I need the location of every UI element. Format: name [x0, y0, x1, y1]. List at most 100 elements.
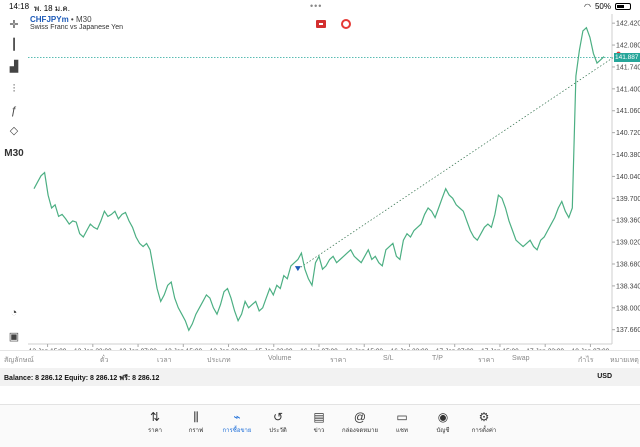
news-icon: ▤: [313, 410, 325, 424]
candles-icon[interactable]: ┃: [10, 39, 18, 51]
tab-label: แชท: [396, 428, 408, 434]
trade-trend-line: [297, 56, 615, 270]
y-tick-label: 141.740: [616, 64, 640, 71]
column-header[interactable]: Volume: [268, 355, 292, 362]
trade-icon[interactable]: ▣: [8, 331, 20, 343]
tab-label: การตั้งค่า: [471, 428, 497, 434]
japan-flag-icon: [341, 19, 351, 29]
tab-label: ประวัติ: [269, 428, 287, 434]
tab-account[interactable]: ◉ บัญชี: [421, 409, 465, 435]
column-header[interactable]: ประเภท: [207, 357, 231, 364]
chart-symbol-line: CHFJPYm • M30: [30, 15, 92, 24]
column-header[interactable]: ตั๋ว: [100, 357, 109, 364]
account-icon: ◉: [437, 410, 449, 424]
tab-mailbox[interactable]: @ กล่องจดหมาย: [338, 409, 382, 435]
account-summary: Balance: 8 286.12 Equity: 8 286.12 ฟรี: …: [4, 375, 160, 382]
positions-header: สัญลักษณ์ ตั๋ว เวลา ประเภท Volume ราคา S/L T/P ร…: [0, 350, 640, 366]
column-header[interactable]: S/L: [383, 355, 394, 362]
x-tick-label: 16 Jan 15:00: [345, 348, 383, 350]
y-tick-label: 142.420: [616, 21, 640, 28]
x-tick-label: 13 Jan 07:00: [119, 348, 157, 350]
tab-label: การซื้อขาย: [222, 428, 252, 434]
tab-label: ราคา: [148, 428, 162, 434]
x-tick-label: 12 Jan 15:00: [29, 348, 67, 350]
x-tick-label: 16 Jan 23:00: [391, 348, 429, 350]
status-bar: 14:18 พ. 18 ม.ค. ••• ◠ 50%: [0, 0, 640, 14]
tab-trade[interactable]: ⌁ การซื้อขาย: [215, 409, 259, 435]
x-tick-label: 16 Jan 07:00: [300, 348, 338, 350]
account-currency: USD: [597, 373, 612, 380]
battery-icon: [615, 3, 631, 10]
symbol-separator: •: [70, 15, 74, 24]
buy-marker-icon: [294, 266, 301, 272]
tab-settings[interactable]: ⚙ การตั้งค่า: [462, 409, 506, 435]
tab-label: ข่าว: [313, 428, 325, 434]
settings-icon: ⚙: [478, 410, 490, 424]
multitask-dots[interactable]: •••: [310, 1, 323, 11]
y-tick-label: 138.340: [616, 283, 640, 290]
timeframe-button[interactable]: M30: [4, 148, 24, 159]
column-header[interactable]: Swap: [512, 355, 530, 362]
indicators-icon[interactable]: ⫶: [12, 83, 16, 95]
y-tick-label: 140.040: [616, 174, 640, 181]
tab-chart[interactable]: ⫼ กราฟ: [174, 409, 218, 435]
x-tick-label: 18 Jan 07:00: [572, 348, 610, 350]
y-tick-label: 139.700: [616, 196, 640, 203]
status-time: 14:18: [9, 2, 30, 11]
tab-label: บัญชี: [436, 428, 450, 434]
trade-icon: ⌁: [233, 410, 241, 424]
column-header[interactable]: สัญลักษณ์: [4, 357, 34, 364]
x-tick-label: 17 Jan 07:00: [436, 348, 474, 350]
timeframe-label: M30: [75, 15, 92, 24]
status-date: พ. 18 ม.ค.: [34, 4, 70, 13]
x-tick-label: 17 Jan 15:00: [481, 348, 519, 350]
y-tick-label: 142.080: [616, 43, 640, 50]
y-tick-label: 141.400: [616, 86, 640, 93]
symbol-name[interactable]: CHFJPYm: [30, 15, 69, 24]
chart-settings-icon[interactable]: ◔: [10, 307, 18, 319]
x-tick-label: 13 Jan 23:00: [210, 348, 248, 350]
chart-toolbar: ✛ ┃ ▟ ⫶ ƒ ◇ M30 ◔ ▣: [0, 14, 28, 354]
y-tick-label: 139.360: [616, 218, 640, 225]
chart-icon: ⫼: [193, 410, 199, 424]
function-icon[interactable]: ƒ: [10, 105, 18, 117]
history-icon: ↺: [272, 410, 284, 424]
quotes-icon: ⇅: [149, 410, 161, 424]
bottom-tab-bar: ⇅ ราคา ⫼ กราฟ ⌁ การซื้อขาย ↺ ประวัติ ▤ ข่าว @ กล่อง…: [0, 404, 640, 447]
y-tick-label: 137.660: [616, 327, 640, 334]
y-tick-label: 138.680: [616, 262, 640, 269]
tab-news[interactable]: ▤ ข่าว: [297, 409, 341, 435]
column-header[interactable]: ราคา: [330, 357, 347, 364]
swiss-flag-icon: [316, 20, 326, 28]
y-tick-label: 140.380: [616, 152, 640, 159]
y-tick-label: 141.060: [616, 108, 640, 115]
tab-chat[interactable]: ▭ แชท: [380, 409, 424, 435]
volume-icon[interactable]: ▟: [9, 61, 19, 73]
account-summary-bar: Balance: 8 286.12 Equity: 8 286.12 ฟรี: …: [0, 368, 640, 386]
price-chart[interactable]: 142.420 142.080 141.740 141.400 141.060 140.7…: [0, 0, 640, 350]
x-tick-label: 15 Jan 23:00: [255, 348, 293, 350]
current-price-tag: 141.887: [614, 52, 640, 62]
column-header[interactable]: หมายเหตุ: [610, 357, 639, 364]
x-tick-label: 17 Jan 23:00: [526, 348, 564, 350]
column-header[interactable]: T/P: [432, 355, 443, 362]
y-tick-label: 138.000: [616, 305, 640, 312]
x-tick-label: 12 Jan 23:00: [74, 348, 112, 350]
tab-label: กล่องจดหมาย: [341, 428, 379, 434]
tab-quotes[interactable]: ⇅ ราคา: [133, 409, 177, 435]
y-tick-label: 140.720: [616, 130, 640, 137]
column-header[interactable]: เวลา: [157, 357, 172, 364]
mailbox-icon: @: [353, 410, 367, 424]
chat-icon: ▭: [396, 410, 408, 424]
price-line-series: [33, 26, 605, 332]
crosshair-icon[interactable]: ✛: [9, 19, 19, 31]
symbol-description: Swiss Franc vs Japanese Yen: [30, 24, 123, 31]
column-header[interactable]: ราคา: [478, 357, 495, 364]
tab-label: กราฟ: [188, 428, 204, 434]
tab-history[interactable]: ↺ ประวัติ: [256, 409, 300, 435]
y-tick-label: 139.020: [616, 240, 640, 247]
wifi-icon: ◠: [584, 2, 591, 11]
objects-icon[interactable]: ◇: [9, 125, 19, 137]
battery-percent: 50%: [594, 2, 611, 11]
column-header[interactable]: กำไร: [578, 357, 594, 364]
